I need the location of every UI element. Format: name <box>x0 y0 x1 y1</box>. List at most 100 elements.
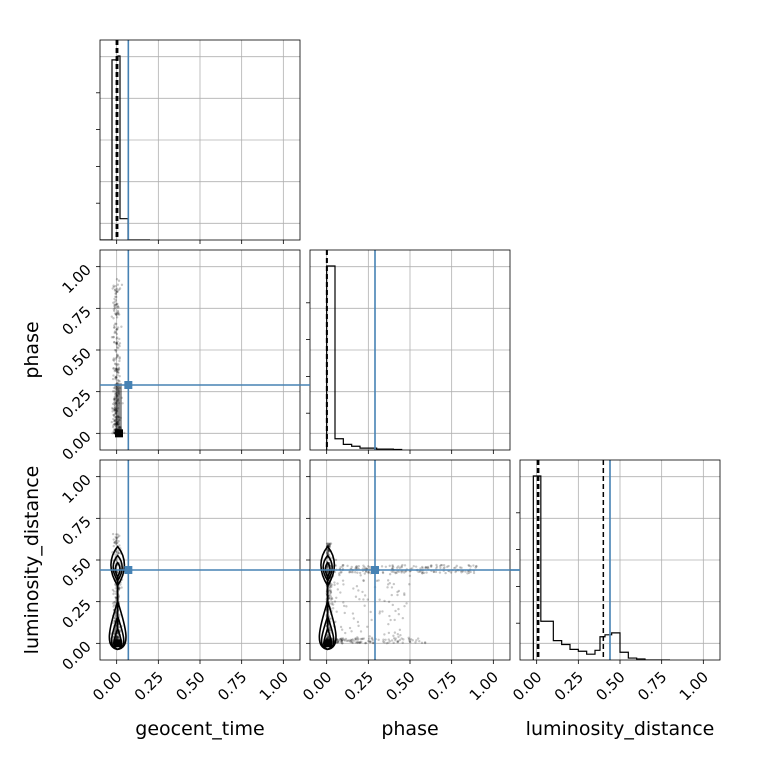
x-axis-label-phase: phase <box>381 718 438 740</box>
panel-phase-vs-geocent-time-point <box>112 358 115 362</box>
panel-luminosity-distance-vs-phase-point <box>396 632 400 636</box>
panel-luminosity-distance-vs-phase-point <box>394 637 397 640</box>
panel-luminosity-distance-vs-phase-point <box>397 635 400 639</box>
panel-phase-vs-geocent-time-point <box>117 367 121 371</box>
panel-phase-vs-geocent-time-point <box>112 386 116 390</box>
panel-phase-vs-geocent-time-point <box>113 369 117 373</box>
panel-phase-vs-geocent-time-point <box>116 404 119 407</box>
panel-luminosity-distance-vs-phase-point <box>400 571 403 574</box>
panel-luminosity-distance-vs-phase-point <box>375 579 379 583</box>
panel-phase-vs-geocent-time-point <box>114 400 118 403</box>
panel-luminosity-distance-vs-geocent-time-point <box>114 592 118 595</box>
panel-luminosity-distance-vs-phase-point <box>409 641 412 644</box>
panel-luminosity-distance-vs-phase-point <box>329 631 333 634</box>
panel-luminosity-distance-vs-phase-point <box>386 583 390 586</box>
panel-luminosity-distance-vs-phase-point <box>394 609 397 613</box>
panel-luminosity-distance-vs-phase-point <box>326 635 330 639</box>
panel-phase-vs-geocent-time-point <box>112 424 115 427</box>
panel-luminosity-distance-vs-phase-point <box>421 572 424 575</box>
panel-phase-vs-geocent-time-point <box>116 397 120 401</box>
panel-luminosity-distance-vs-phase-point <box>339 566 342 569</box>
panel-phase-vs-geocent-time-point <box>113 348 117 352</box>
panel-phase-vs-geocent-time-point <box>116 354 119 357</box>
panel-luminosity-distance-vs-phase-point <box>425 571 428 574</box>
panel-phase-vs-geocent-time-point <box>115 406 118 409</box>
panel-phase-vs-geocent-time-point <box>113 304 116 308</box>
panel-phase-vs-geocent-time-point <box>115 278 119 281</box>
panel-luminosity-distance-vs-phase-point <box>423 641 427 645</box>
panel-phase-vs-geocent-time-point <box>120 283 124 287</box>
panel-luminosity-distance-vs-phase-point <box>421 570 424 574</box>
panel-phase-vs-geocent-time-point <box>118 426 122 429</box>
panel-phase-vs-geocent-time-point <box>118 386 122 390</box>
panel-luminosity-distance-vs-phase-point <box>349 640 352 643</box>
panel-phase-vs-geocent-time-point <box>116 369 119 372</box>
panel-luminosity-distance-vs-geocent-time-point <box>112 619 116 623</box>
panel-phase-vs-geocent-time-point <box>117 379 120 382</box>
panel-luminosity-distance-vs-phase-xtick-label-3: 0.75 <box>424 668 460 704</box>
panel-luminosity-distance-vs-phase-point <box>352 639 356 642</box>
panel-luminosity-distance-vs-phase-point <box>340 637 343 640</box>
panel-luminosity-distance-vs-phase-point <box>418 640 421 643</box>
panel-phase-vs-geocent-time-point <box>117 393 121 396</box>
panel-phase-vs-geocent-time-point <box>112 431 116 435</box>
panel-luminosity-distance-vs-phase-point <box>340 639 344 642</box>
panel-luminosity-distance-vs-geocent-time-point <box>116 635 120 638</box>
panel-luminosity-distance-vs-phase-point <box>420 641 424 645</box>
panel-luminosity-distance-vs-phase-point <box>398 628 402 632</box>
panel-luminosity-distance-vs-phase-point <box>425 566 428 569</box>
panel-luminosity-distance-vs-phase-point <box>396 593 399 597</box>
panel-luminosity-distance-vs-phase-point <box>467 564 471 567</box>
hist-phase-content <box>325 250 403 450</box>
panel-luminosity-distance-vs-phase-point <box>348 626 352 630</box>
panel-luminosity-distance-vs-phase-point <box>357 564 360 568</box>
panel-phase-vs-geocent-time-point <box>112 284 115 287</box>
panel-luminosity-distance-vs-phase-point <box>408 639 411 642</box>
panel-phase-vs-geocent-time-point <box>114 416 118 419</box>
panel-phase-vs-geocent-time-point <box>115 313 118 316</box>
panel-phase-vs-geocent-time-point <box>115 391 118 394</box>
panel-luminosity-distance-vs-phase-point <box>351 638 354 641</box>
panel-phase-vs-geocent-time-point <box>115 415 118 418</box>
panel-phase-vs-geocent-time-point <box>112 357 116 360</box>
panel-phase-vs-geocent-time-point <box>116 415 119 418</box>
panel-phase-vs-geocent-time-point <box>114 418 117 422</box>
panel-luminosity-distance-vs-phase-point <box>328 586 332 589</box>
panel-luminosity-distance-vs-phase-point <box>449 571 453 574</box>
panel-luminosity-distance-vs-phase-point <box>392 582 396 586</box>
panel-luminosity-distance-vs-phase-point <box>330 603 333 606</box>
panel-luminosity-distance-vs-phase-point <box>403 571 406 574</box>
panel-luminosity-distance-vs-phase-point <box>336 641 339 644</box>
panel-phase-vs-geocent-time-point <box>118 418 121 422</box>
panel-phase-vs-geocent-time-point <box>115 392 118 396</box>
panel-luminosity-distance-vs-phase-point <box>362 637 366 640</box>
panel-luminosity-distance-vs-phase-point <box>343 639 346 642</box>
panel-luminosity-distance-vs-phase-point <box>378 610 382 613</box>
panel-luminosity-distance-vs-phase-point <box>421 571 424 575</box>
panel-phase-vs-geocent-time-point <box>114 396 118 400</box>
panel-luminosity-distance-vs-phase-density-core <box>323 639 332 648</box>
hist-luminosity-distance-xtick-label-3: 0.75 <box>634 668 670 704</box>
panel-luminosity-distance-vs-phase-point <box>389 618 392 622</box>
panel-luminosity-distance-vs-geocent-time-point <box>115 539 118 542</box>
panel-phase-vs-geocent-time-point <box>115 385 119 388</box>
panel-luminosity-distance-vs-phase-point <box>390 586 394 589</box>
panel-luminosity-distance-vs-phase-point <box>333 600 337 603</box>
panel-phase-vs-geocent-time-point <box>115 348 118 352</box>
panel-phase-vs-geocent-time-point <box>112 413 115 417</box>
panel-luminosity-distance-vs-geocent-time-point <box>117 551 120 555</box>
panel-luminosity-distance-vs-phase-point <box>438 571 442 574</box>
panel-phase-vs-geocent-time-point <box>113 387 117 390</box>
panel-luminosity-distance-vs-geocent-time-point <box>114 626 118 630</box>
panel-luminosity-distance-vs-phase-point <box>383 633 386 636</box>
panel-luminosity-distance-vs-geocent-time-point <box>115 635 119 638</box>
panel-phase-vs-geocent-time-point <box>113 408 117 412</box>
panel-luminosity-distance-vs-phase-point <box>407 636 410 639</box>
panel-luminosity-distance-vs-phase-point <box>328 544 331 547</box>
panel-phase-vs-geocent-time-point <box>111 287 114 290</box>
panel-phase-vs-geocent-time-point <box>114 425 118 428</box>
panel-phase-vs-geocent-time-point <box>113 297 116 301</box>
panel-phase-vs-geocent-time-point <box>115 394 118 397</box>
panel-phase-vs-geocent-time-point <box>113 300 117 304</box>
